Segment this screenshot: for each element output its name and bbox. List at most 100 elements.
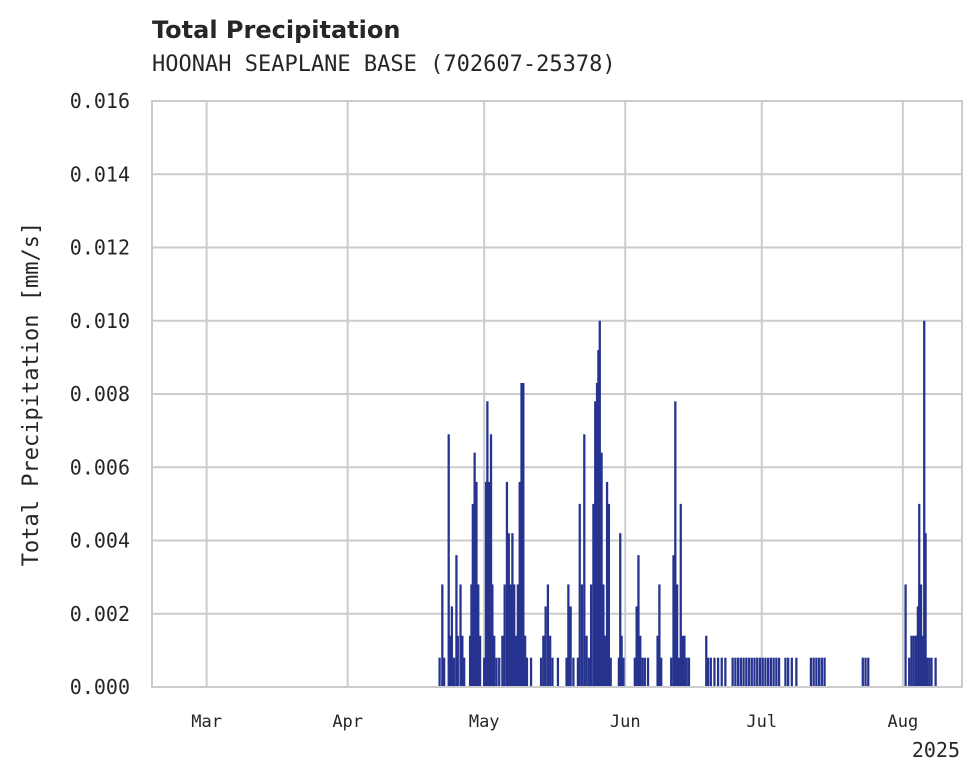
y-tick-label: 0.002 — [70, 602, 130, 626]
precip-bar — [867, 657, 870, 687]
precip-bar — [477, 584, 480, 687]
precip-bar — [683, 635, 686, 687]
precip-bar — [767, 657, 770, 687]
precip-bar — [764, 657, 767, 687]
precip-bar — [546, 584, 550, 687]
precip-bar — [908, 657, 911, 687]
precip-bar — [925, 657, 929, 687]
precip-bar — [509, 584, 512, 687]
year-label: 2025 — [912, 738, 960, 762]
precip-bar — [914, 635, 918, 687]
precip-bar — [641, 657, 644, 687]
precip-bar — [736, 657, 740, 687]
precip-bar — [619, 533, 622, 687]
y-axis-label: Total Precipitation [mm/s] — [19, 222, 44, 566]
precip-bar — [639, 635, 642, 687]
precip-bar — [679, 503, 682, 687]
precip-bar — [592, 503, 595, 687]
precip-bar — [514, 635, 518, 687]
precip-bar — [734, 657, 737, 687]
y-tick-label: 0.016 — [70, 89, 130, 113]
precip-bar — [524, 635, 527, 687]
precip-bar — [493, 635, 496, 687]
precip-bar — [777, 657, 781, 687]
precip-bar — [594, 401, 597, 687]
precip-bar — [677, 657, 681, 687]
precip-bar — [542, 635, 545, 687]
precip-bar — [820, 657, 823, 687]
precip-bar — [583, 434, 586, 687]
precip-bar — [441, 584, 444, 687]
precip-bar — [769, 657, 773, 687]
precip-bar — [685, 657, 688, 687]
chart-subtitle: HOONAH SEAPLANE BASE (702607-25378) — [152, 52, 616, 77]
precip-bar — [489, 434, 493, 687]
precip-bar — [503, 584, 506, 687]
precip-bar — [720, 657, 723, 687]
x-tick-label: Mar — [191, 712, 222, 732]
precip-bar — [495, 657, 498, 687]
precip-bar — [607, 503, 611, 687]
precip-bar — [580, 584, 584, 687]
precip-bar — [453, 657, 456, 687]
precip-bar — [658, 584, 661, 687]
precip-bar — [507, 533, 510, 687]
precip-bar — [823, 657, 826, 687]
precip-bar — [471, 503, 474, 687]
x-tick-label: Aug — [887, 712, 918, 732]
precip-bar — [687, 657, 691, 687]
precip-bar — [602, 584, 605, 687]
precip-bar — [753, 657, 756, 687]
precip-bar — [488, 481, 491, 687]
x-tick-label: Jul — [746, 712, 777, 732]
y-tick-label: 0.004 — [70, 529, 130, 553]
precip-bar — [790, 657, 793, 687]
precip-bar — [473, 452, 476, 687]
precip-bar — [787, 657, 790, 687]
precip-bar — [681, 635, 684, 687]
precip-bar — [705, 635, 708, 687]
precip-bar — [637, 555, 640, 687]
precip-bar — [604, 635, 607, 687]
precip-bar — [709, 657, 712, 687]
precip-bar — [916, 606, 919, 687]
precip-bar — [617, 657, 621, 687]
precip-bar — [587, 657, 590, 687]
precip-bar — [670, 657, 673, 687]
precip-bar — [812, 657, 815, 687]
precip-bar — [578, 503, 581, 687]
precip-bar — [468, 635, 472, 687]
precip-bar — [784, 657, 787, 687]
precip-bar — [450, 606, 454, 687]
precip-bar — [501, 635, 504, 687]
precip-bar — [539, 657, 543, 687]
precipitation-bars — [438, 320, 937, 687]
precip-bar — [443, 657, 446, 687]
precip-bar — [572, 657, 575, 687]
precip-bar — [660, 657, 663, 687]
precip-bar — [505, 481, 509, 687]
precip-bar — [924, 533, 927, 687]
precip-bar — [609, 657, 612, 687]
x-tick-label: May — [469, 712, 500, 732]
precip-bar — [456, 635, 459, 687]
precip-bar — [930, 657, 933, 687]
precip-bar — [921, 635, 925, 687]
precip-bar — [605, 481, 609, 687]
precip-bar — [756, 657, 759, 687]
precip-bar — [525, 657, 529, 687]
precip-bar — [529, 657, 533, 687]
y-tick-label: 0.010 — [70, 309, 130, 333]
precip-bar — [775, 657, 778, 687]
precip-bar — [438, 657, 441, 687]
precip-bar — [912, 635, 915, 687]
precip-bar — [622, 657, 625, 687]
precip-bar — [478, 635, 482, 687]
precip-bar — [447, 434, 450, 687]
precip-bar — [565, 657, 568, 687]
precip-bar — [551, 657, 554, 687]
precip-bar — [461, 635, 464, 687]
x-axis-ticks: Mar Apr May Jun Jul Aug — [191, 712, 918, 732]
precip-bar — [518, 481, 521, 687]
